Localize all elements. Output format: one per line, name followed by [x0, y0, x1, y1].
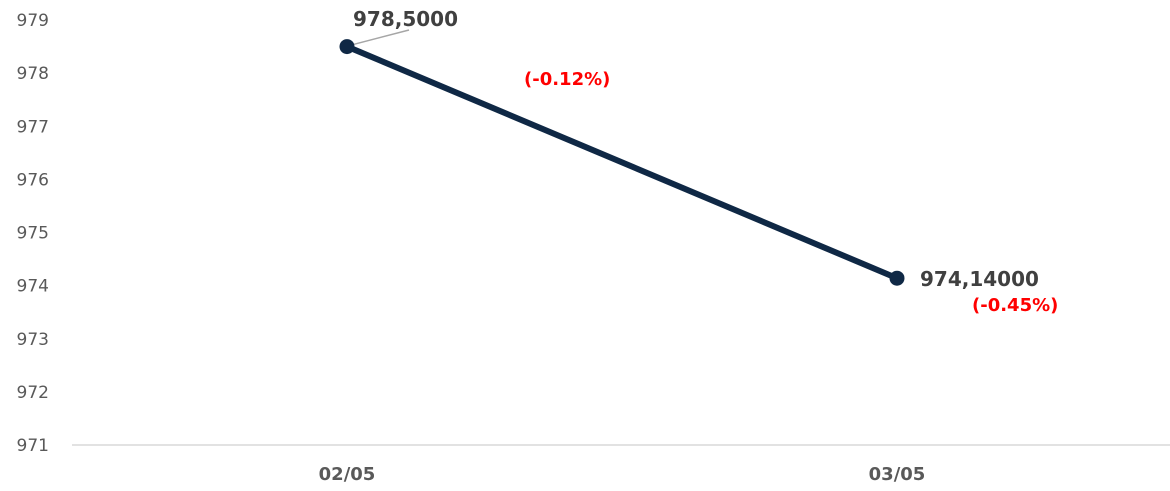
- change-label-02-05: (-0.12%): [524, 69, 610, 90]
- y-tick-label: 972: [17, 383, 49, 403]
- data-labels: 978,5000 (-0.12%) 974,14000 (-0.45%): [353, 7, 1058, 316]
- data-point-03-05: [889, 270, 905, 286]
- x-tick-label: 02/05: [319, 464, 376, 485]
- change-label-03-05: (-0.45%): [972, 295, 1058, 316]
- y-tick-label: 977: [17, 117, 49, 137]
- x-axis: 02/05 03/05: [319, 464, 926, 485]
- y-tick-label: 975: [17, 224, 49, 244]
- data-label-leader-line: [352, 29, 410, 46]
- data-point-02-05: [339, 39, 355, 55]
- y-tick-label: 971: [17, 436, 49, 456]
- data-label-03-05: 974,14000: [920, 267, 1039, 291]
- y-tick-label: 973: [17, 330, 49, 350]
- y-tick-label: 974: [17, 277, 49, 297]
- series-line: [345, 43, 899, 281]
- x-tick-label: 03/05: [869, 464, 926, 485]
- data-points: [339, 39, 905, 286]
- y-tick-label: 979: [17, 11, 49, 31]
- data-label-02-05: 978,5000: [353, 7, 458, 31]
- y-axis: 979 978 977 976 975 974 973 972 971: [17, 11, 49, 456]
- y-tick-label: 978: [17, 64, 49, 84]
- y-tick-label: 976: [17, 170, 49, 190]
